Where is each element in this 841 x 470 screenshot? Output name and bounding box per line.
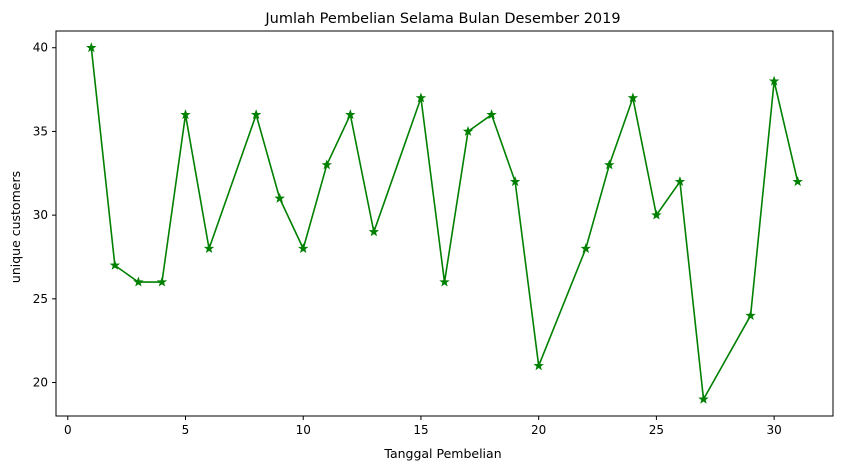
data-point-star [203, 243, 215, 254]
data-point-star [509, 176, 521, 187]
plot-frame [55, 30, 834, 417]
y-tick-label: 35 [33, 124, 48, 138]
series-line [90, 47, 799, 401]
x-tick-label: 0 [64, 423, 72, 437]
data-point-star [133, 276, 144, 287]
data-point-star [439, 276, 450, 287]
data-point-star [86, 42, 97, 53]
data-point-star [109, 259, 121, 270]
x-axis-label: Tanggal Pembelian [383, 446, 501, 461]
data-point-star [627, 92, 639, 103]
data-point-star [368, 226, 380, 237]
data-point-star [156, 276, 168, 287]
data-point-star [345, 109, 356, 120]
x-axis-ticks: 0 5 10 15 20 25 30 [64, 416, 782, 437]
y-axis-ticks: 20 25 30 35 40 [33, 41, 56, 390]
data-point-star [698, 393, 709, 404]
data-point-star [415, 92, 427, 103]
data-point-star [768, 75, 780, 86]
data-point-star [674, 176, 686, 187]
data-point-star [745, 310, 756, 320]
y-tick-label: 25 [33, 292, 48, 306]
x-tick-label: 10 [296, 423, 311, 437]
chart-title: Jumlah Pembelian Selama Bulan Desember 2… [264, 11, 620, 27]
series-group [86, 42, 803, 404]
data-point-star [298, 243, 309, 254]
x-tick-label: 15 [413, 423, 428, 437]
data-point-star [580, 243, 591, 254]
data-point-star [274, 192, 285, 203]
y-axis-label: unique customers [8, 171, 23, 283]
data-point-star [604, 159, 615, 170]
x-tick-label: 30 [766, 423, 781, 437]
data-point-star [651, 209, 662, 220]
data-point-star [321, 159, 332, 170]
y-tick-label: 30 [33, 208, 48, 222]
data-point-star [792, 176, 803, 187]
data-point-star [250, 109, 262, 120]
data-point-star [486, 109, 497, 120]
data-point-star [533, 360, 544, 371]
x-tick-label: 20 [531, 423, 546, 437]
y-tick-label: 40 [33, 41, 48, 55]
x-tick-label: 25 [649, 423, 664, 437]
data-point-star [462, 125, 474, 136]
y-tick-label: 20 [33, 376, 48, 390]
data-point-star [180, 109, 191, 120]
x-tick-label: 5 [182, 423, 190, 437]
